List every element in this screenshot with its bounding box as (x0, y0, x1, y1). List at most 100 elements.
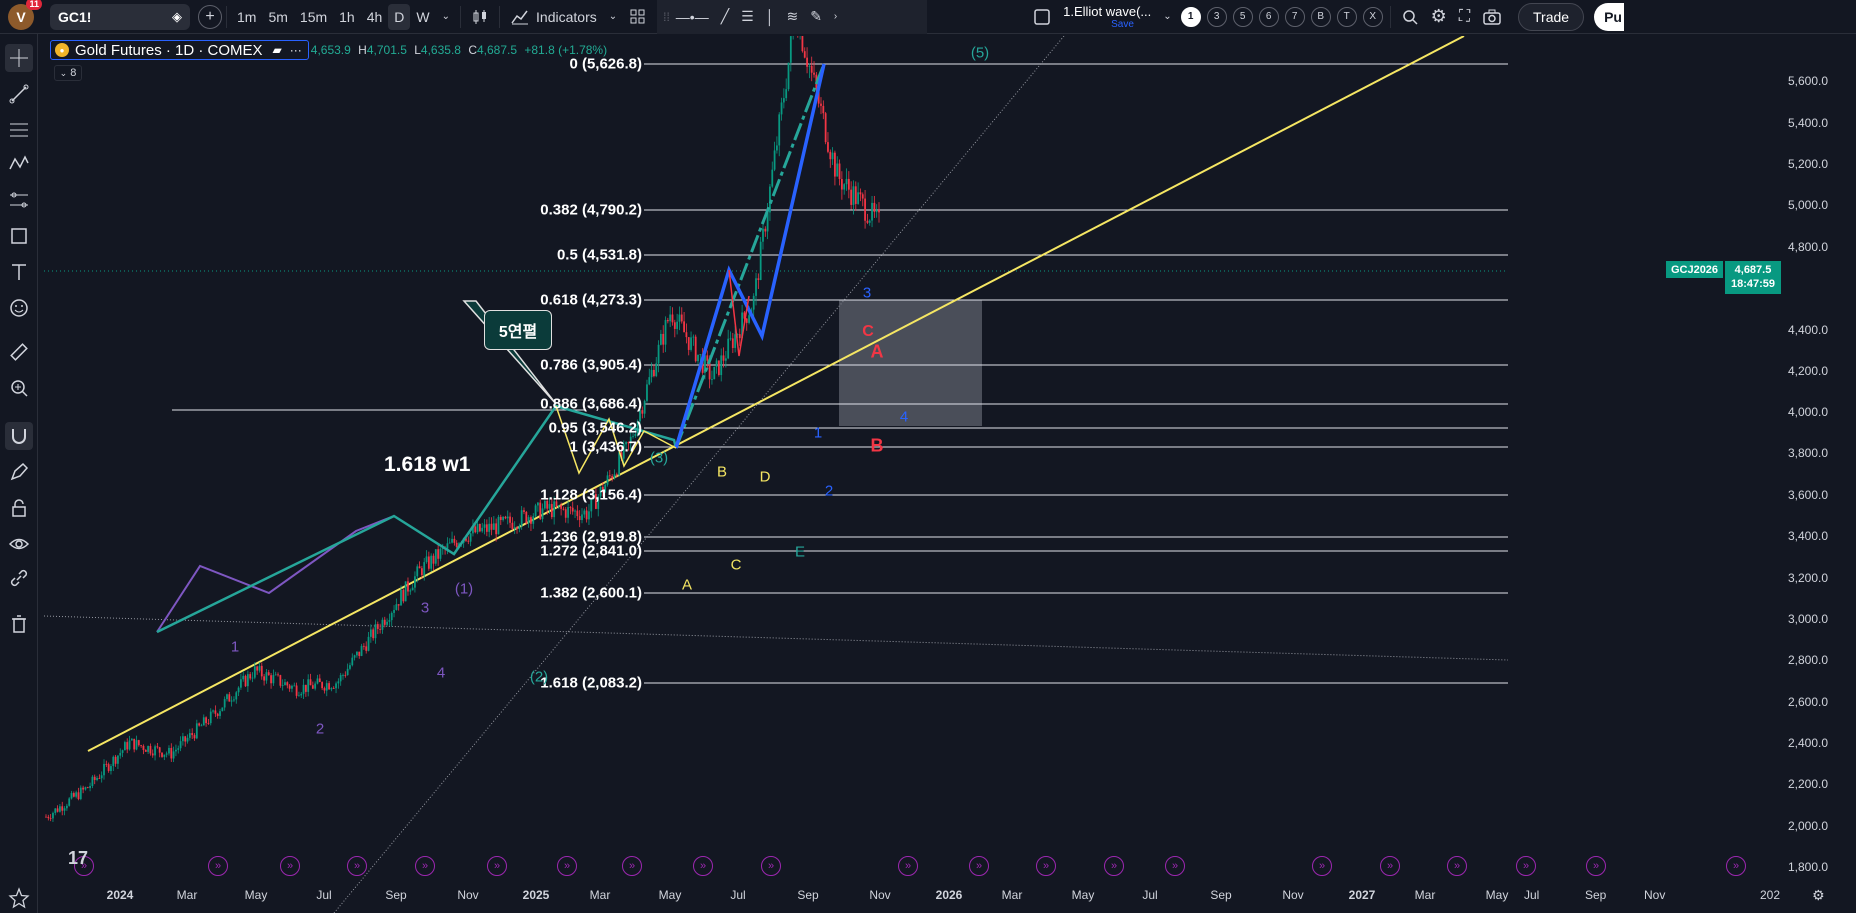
candle-body (780, 102, 783, 115)
symbol-legend-title[interactable]: ● Gold Futures · 1D · COMEX ▰ ··· (50, 40, 309, 60)
event-marker-icon[interactable]: » (347, 856, 367, 876)
layout-checkbox-icon[interactable] (1027, 4, 1057, 30)
price-chart[interactable] (44, 36, 1508, 913)
event-marker-icon[interactable]: » (1312, 856, 1332, 876)
korean-callout[interactable]: 5연펼 (484, 310, 552, 350)
symbol-search[interactable]: GC1! ◈ (50, 3, 190, 30)
timeframe-d[interactable]: D (388, 3, 411, 30)
layout-number-7[interactable]: 7 (1284, 6, 1305, 27)
timeframe-5m[interactable]: 5m (268, 8, 288, 25)
drawing-mode-icon[interactable] (5, 458, 33, 486)
candle-body (332, 688, 335, 689)
ruler-icon[interactable] (5, 338, 33, 366)
magnet-icon[interactable] (5, 422, 33, 450)
camera-icon[interactable] (1476, 4, 1508, 30)
candle-body (606, 475, 609, 485)
timeframe-15m[interactable]: 15m (299, 8, 328, 25)
w1-extension-note[interactable]: 1.618 w1 (384, 453, 471, 476)
indicators-button[interactable]: Indicators (504, 4, 603, 30)
crosshair-icon[interactable] (5, 44, 33, 72)
candle-body (198, 723, 201, 726)
layout-name-button[interactable]: 1.Elliot wave(... Save (1063, 4, 1151, 30)
event-marker-icon[interactable]: » (761, 856, 781, 876)
pitchfork-icon[interactable]: ≋ (786, 8, 799, 24)
trendline-tool-icon[interactable] (5, 80, 33, 108)
layout-number-6[interactable]: 6 (1258, 6, 1279, 27)
vertical-line-icon[interactable]: │ (765, 8, 775, 25)
eye-icon[interactable] (5, 530, 33, 558)
fib-tool-icon[interactable]: ☰ (741, 8, 754, 24)
y-axis-label: 4,000.0 (1788, 405, 1829, 419)
chevron-down-icon[interactable]: ⌄ (608, 11, 618, 22)
event-marker-icon[interactable]: » (415, 856, 435, 876)
timeframe-4h[interactable]: 4h (366, 8, 383, 25)
event-marker-icon[interactable]: » (898, 856, 918, 876)
settings-gear-icon[interactable]: ⚙ (1430, 6, 1447, 26)
event-marker-icon[interactable]: » (622, 856, 642, 876)
templates-grid-icon[interactable] (623, 4, 653, 30)
drag-handle-icon[interactable]: ⁞⁞ (663, 9, 670, 24)
more-dots-icon[interactable]: ··· (289, 43, 302, 57)
event-marker-icon[interactable]: » (208, 856, 228, 876)
axis-settings-icon[interactable]: ⚙ (1812, 887, 1825, 903)
publish-button[interactable]: Pu (1594, 2, 1625, 31)
chevron-down-icon[interactable]: ⌄ (1163, 11, 1172, 22)
layout-number-x[interactable]: X (1362, 6, 1383, 27)
event-marker-icon[interactable]: » (557, 856, 577, 876)
event-marker-icon[interactable]: » (969, 856, 989, 876)
timeframe-1h[interactable]: 1h (339, 8, 355, 25)
link-icon[interactable] (5, 564, 33, 592)
layout-number-b[interactable]: B (1310, 6, 1331, 27)
timeframe-w[interactable]: W (416, 8, 430, 25)
trade-button[interactable]: Trade (1518, 2, 1585, 31)
event-marker-icon[interactable]: » (487, 856, 507, 876)
event-marker-icon[interactable]: » (74, 856, 94, 876)
candle-body (390, 612, 393, 621)
layout-number-3[interactable]: 3 (1206, 6, 1227, 27)
x-axis-label: Mar (176, 888, 198, 902)
search-icon[interactable] (1395, 4, 1425, 30)
event-marker-icon[interactable]: » (1516, 856, 1536, 876)
layout-number-t[interactable]: T (1336, 6, 1357, 27)
trash-icon[interactable] (5, 610, 33, 638)
candle-body (808, 65, 811, 67)
candle-type-icon[interactable] (465, 4, 495, 30)
event-marker-icon[interactable]: » (280, 856, 300, 876)
horizontal-line-icon[interactable]: —•— (675, 8, 709, 25)
lock-icon[interactable] (5, 494, 33, 522)
indicators-collapse-toggle[interactable]: ⌄ 8 (54, 65, 82, 81)
brush-icon[interactable]: ✎ (810, 8, 822, 24)
event-marker-icon[interactable]: » (1380, 856, 1400, 876)
tradingview-logo[interactable]: 17 (68, 848, 89, 868)
fib-retracement-tool-icon[interactable] (5, 116, 33, 144)
candle-body (147, 746, 149, 752)
symbol-info-icon[interactable]: ◈ (172, 8, 182, 24)
forecast-tool-icon[interactable] (5, 186, 33, 214)
timeframe-1m[interactable]: 1m (237, 8, 257, 25)
event-marker-icon[interactable]: » (1447, 856, 1467, 876)
chevron-right-icon[interactable]: › (833, 11, 838, 22)
candle-body (265, 672, 268, 681)
star-icon[interactable] (5, 884, 33, 912)
layout-number-5[interactable]: 5 (1232, 6, 1253, 27)
layout-number-1[interactable]: 1 (1180, 6, 1201, 27)
event-marker-icon[interactable]: » (693, 856, 713, 876)
pattern-tool-icon[interactable] (5, 150, 33, 178)
flag-icon[interactable]: ▰ (272, 43, 282, 57)
text-tool-icon[interactable] (5, 258, 33, 286)
event-marker-icon[interactable]: » (1104, 856, 1124, 876)
zoom-in-icon[interactable] (5, 374, 33, 402)
chevron-down-icon[interactable]: ⌄ (441, 11, 451, 22)
event-marker-icon[interactable]: » (1726, 856, 1746, 876)
event-marker-icon[interactable]: » (1036, 856, 1056, 876)
emoji-tool-icon[interactable] (5, 294, 33, 322)
user-avatar[interactable]: V 11 (8, 0, 42, 30)
event-marker-icon[interactable]: » (1586, 856, 1606, 876)
x-axis: 2024 Mar May Jul Sep Nov 2025 Mar May Ju… (44, 888, 1509, 910)
fullscreen-icon[interactable]: ⛶ (1458, 7, 1471, 25)
trendline-icon[interactable]: ╱ (720, 8, 730, 24)
y-axis-label: 5,400.0 (1788, 116, 1829, 130)
event-marker-icon[interactable]: » (1165, 856, 1185, 876)
shape-tool-icon[interactable] (5, 222, 33, 250)
add-symbol-button[interactable]: + (198, 4, 222, 29)
